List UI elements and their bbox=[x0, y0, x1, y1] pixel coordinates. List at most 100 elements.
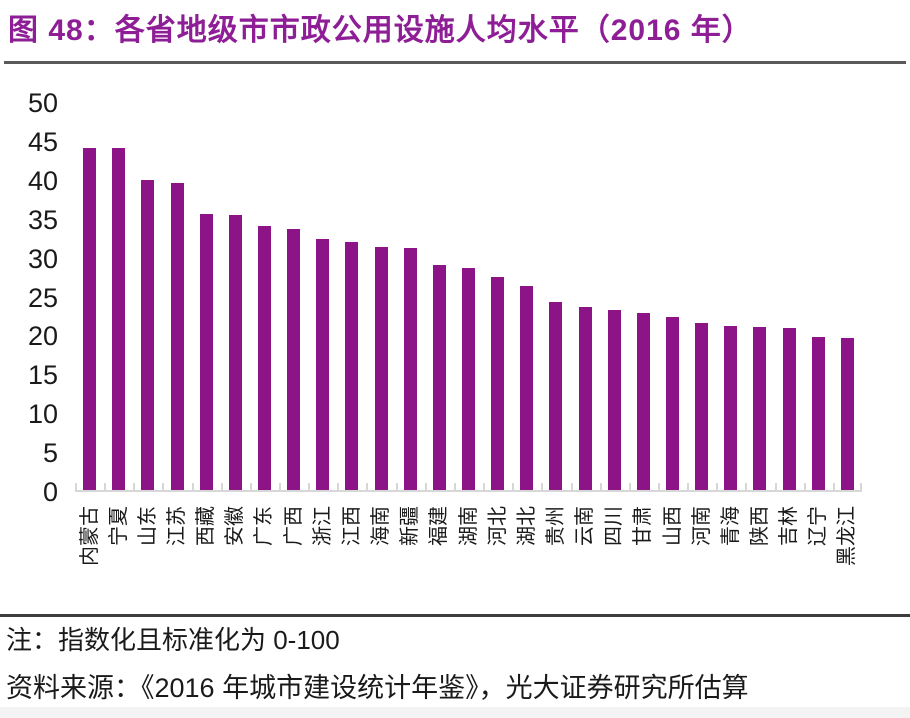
x-axis-label-text: 广西 bbox=[282, 506, 305, 546]
y-axis-tick-label: 30 bbox=[27, 243, 58, 274]
plot-area bbox=[75, 103, 862, 492]
bar-云南 bbox=[578, 307, 592, 490]
x-axis-tick bbox=[687, 483, 690, 490]
y-axis-tick-label: 45 bbox=[27, 126, 58, 157]
bar-甘肃 bbox=[636, 313, 650, 490]
bar-宁夏 bbox=[112, 148, 126, 490]
x-axis-label-text: 陕西 bbox=[748, 506, 771, 546]
footer-strip bbox=[0, 707, 910, 718]
y-axis-tick-label: 0 bbox=[42, 477, 58, 507]
x-axis-tick bbox=[366, 483, 369, 490]
bar-新疆 bbox=[403, 248, 417, 490]
x-axis-tick bbox=[803, 483, 806, 490]
source-attribution: 资料来源：《2016 年城市建设统计年鉴》，光大证券研究所估算 bbox=[6, 673, 749, 703]
x-axis-label-text: 江西 bbox=[340, 506, 363, 546]
bar-辽宁 bbox=[811, 336, 825, 490]
x-axis-tick bbox=[832, 483, 835, 490]
x-axis-tick bbox=[453, 483, 456, 490]
x-axis-label-text: 广东 bbox=[253, 506, 276, 546]
bar-湖南 bbox=[462, 268, 475, 490]
bar-黑龙江 bbox=[840, 337, 854, 490]
x-axis-tick bbox=[860, 483, 862, 490]
x-axis-tick bbox=[657, 483, 660, 490]
x-axis-tick bbox=[716, 483, 719, 490]
x-axis-tick bbox=[599, 483, 602, 490]
x-axis-tick bbox=[395, 483, 398, 490]
x-axis-tick bbox=[337, 483, 340, 490]
x-axis-label-text: 青海 bbox=[719, 506, 742, 546]
x-axis-label-text: 湖南 bbox=[457, 506, 480, 546]
bar-浙江 bbox=[316, 239, 330, 490]
bar-陕西 bbox=[753, 326, 767, 490]
x-axis-label-text: 甘肃 bbox=[632, 506, 655, 546]
bar-内蒙古 bbox=[83, 147, 97, 490]
x-axis-tick bbox=[570, 483, 573, 490]
x-axis-label-text: 西藏 bbox=[195, 506, 218, 546]
x-axis-label-text: 山东 bbox=[136, 506, 159, 546]
y-axis-tick-label: 40 bbox=[27, 165, 58, 196]
x-axis-tick bbox=[745, 483, 748, 490]
bar-湖北 bbox=[520, 286, 534, 490]
x-axis-label-text: 江苏 bbox=[166, 506, 189, 546]
x-axis-label-text: 贵州 bbox=[544, 506, 567, 546]
x-axis-label-text: 安徽 bbox=[224, 506, 247, 546]
x-axis-tick bbox=[279, 483, 282, 490]
bar-安徽 bbox=[228, 215, 242, 490]
y-axis-labels: 0 5 10 15 20 25 30 35 40 45 50 bbox=[0, 89, 58, 506]
x-axis-label-text: 山西 bbox=[661, 506, 684, 546]
x-axis-tick bbox=[628, 483, 631, 490]
bar-贵州 bbox=[549, 301, 563, 490]
x-axis-label-text: 河南 bbox=[690, 506, 713, 546]
chart-note: 注：指数化且标准化为 0-100 bbox=[6, 625, 340, 655]
bar-西藏 bbox=[199, 213, 213, 490]
x-axis-label-text: 浙江 bbox=[311, 506, 334, 546]
y-axis-tick-label: 15 bbox=[27, 360, 58, 391]
x-axis-tick bbox=[104, 483, 107, 490]
bar-广东 bbox=[257, 226, 271, 490]
x-axis-tick bbox=[774, 483, 777, 490]
x-axis-label-text: 内蒙古 bbox=[78, 506, 101, 566]
x-axis-tick bbox=[308, 483, 311, 490]
x-axis-tick bbox=[133, 483, 136, 490]
x-axis-tick bbox=[541, 483, 544, 490]
x-axis-label-text: 四川 bbox=[603, 506, 626, 546]
x-axis-label-text: 新疆 bbox=[399, 506, 422, 546]
x-axis-label-text: 河北 bbox=[486, 506, 509, 546]
bar-江苏 bbox=[170, 183, 184, 490]
x-axis-tick bbox=[424, 483, 427, 490]
x-axis-tick bbox=[249, 483, 252, 490]
y-axis-tick-label: 35 bbox=[27, 204, 58, 235]
x-axis-tick bbox=[191, 483, 194, 490]
y-axis-tick-label: 10 bbox=[27, 399, 58, 430]
y-axis-tick-label: 50 bbox=[27, 88, 58, 118]
bar-山西 bbox=[666, 316, 680, 490]
bar-山东 bbox=[141, 180, 155, 490]
notes-divider bbox=[0, 614, 910, 617]
x-axis-label-text: 海南 bbox=[370, 506, 393, 546]
x-axis-label-text: 福建 bbox=[428, 506, 451, 546]
title-divider bbox=[4, 61, 906, 64]
bar-河南 bbox=[695, 322, 709, 490]
x-axis-tick bbox=[162, 483, 165, 490]
x-axis-label-text: 黑龙江 bbox=[836, 506, 859, 566]
bar-四川 bbox=[607, 309, 621, 490]
y-axis-tick-label: 25 bbox=[27, 282, 58, 313]
x-axis-tick bbox=[512, 483, 515, 490]
y-axis-tick-label: 20 bbox=[27, 321, 58, 352]
figure-title: 图 48：各省地级市市政公用设施人均水平（2016 年） bbox=[8, 14, 753, 47]
x-axis-label-text: 辽宁 bbox=[807, 506, 830, 546]
y-axis-tick-label: 5 bbox=[42, 438, 58, 469]
x-axis-label-text: 吉林 bbox=[778, 506, 801, 546]
bar-广西 bbox=[287, 229, 301, 490]
bar-江西 bbox=[345, 241, 359, 490]
bar-吉林 bbox=[782, 328, 796, 490]
bar-青海 bbox=[724, 325, 738, 490]
x-axis-tick bbox=[483, 483, 486, 490]
x-axis-tick bbox=[75, 483, 77, 490]
x-axis-label-text: 宁夏 bbox=[107, 506, 130, 546]
x-axis-label-text: 湖北 bbox=[515, 506, 538, 546]
bar-福建 bbox=[432, 265, 446, 490]
bar-河北 bbox=[491, 276, 505, 490]
x-axis-label-text: 云南 bbox=[574, 506, 597, 546]
